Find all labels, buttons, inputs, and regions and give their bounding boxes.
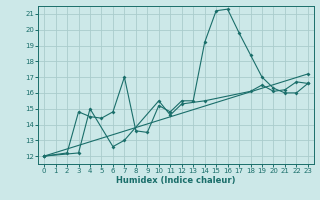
X-axis label: Humidex (Indice chaleur): Humidex (Indice chaleur) xyxy=(116,176,236,185)
